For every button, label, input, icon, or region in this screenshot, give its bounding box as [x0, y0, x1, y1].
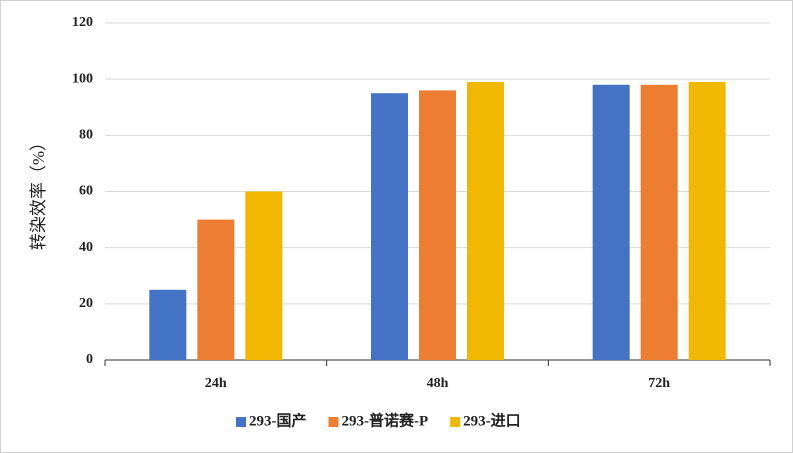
- bar: [592, 84, 630, 361]
- y-tick-label: 100: [72, 71, 93, 86]
- x-tick-label: 48h: [427, 376, 449, 391]
- y-tick-label: 80: [79, 128, 93, 143]
- legend-label: 293-国产: [249, 411, 307, 429]
- bar: [245, 191, 283, 360]
- legend-swatch: [450, 417, 461, 427]
- y-tick-label: 40: [79, 240, 93, 255]
- bar: [467, 81, 504, 360]
- y-tick-label: 120: [72, 15, 93, 30]
- y-tick-label: 20: [79, 296, 93, 311]
- bar: [688, 81, 726, 360]
- legend-label: 293-进口: [463, 412, 521, 429]
- bar: [419, 90, 456, 361]
- legend-label: 293-普诺赛-P: [342, 411, 429, 429]
- x-tick-label: 72h: [648, 376, 670, 391]
- x-tick-label: 24h: [205, 376, 227, 391]
- bar: [149, 289, 187, 360]
- bar: [640, 84, 678, 361]
- y-axis-label: 转染效率（%）: [29, 134, 48, 250]
- bar: [197, 219, 235, 360]
- legend-swatch: [236, 417, 246, 427]
- bar: [371, 93, 408, 360]
- y-tick-label: 0: [86, 352, 93, 367]
- y-tick-label: 60: [79, 184, 93, 199]
- legend-swatch: [328, 417, 339, 427]
